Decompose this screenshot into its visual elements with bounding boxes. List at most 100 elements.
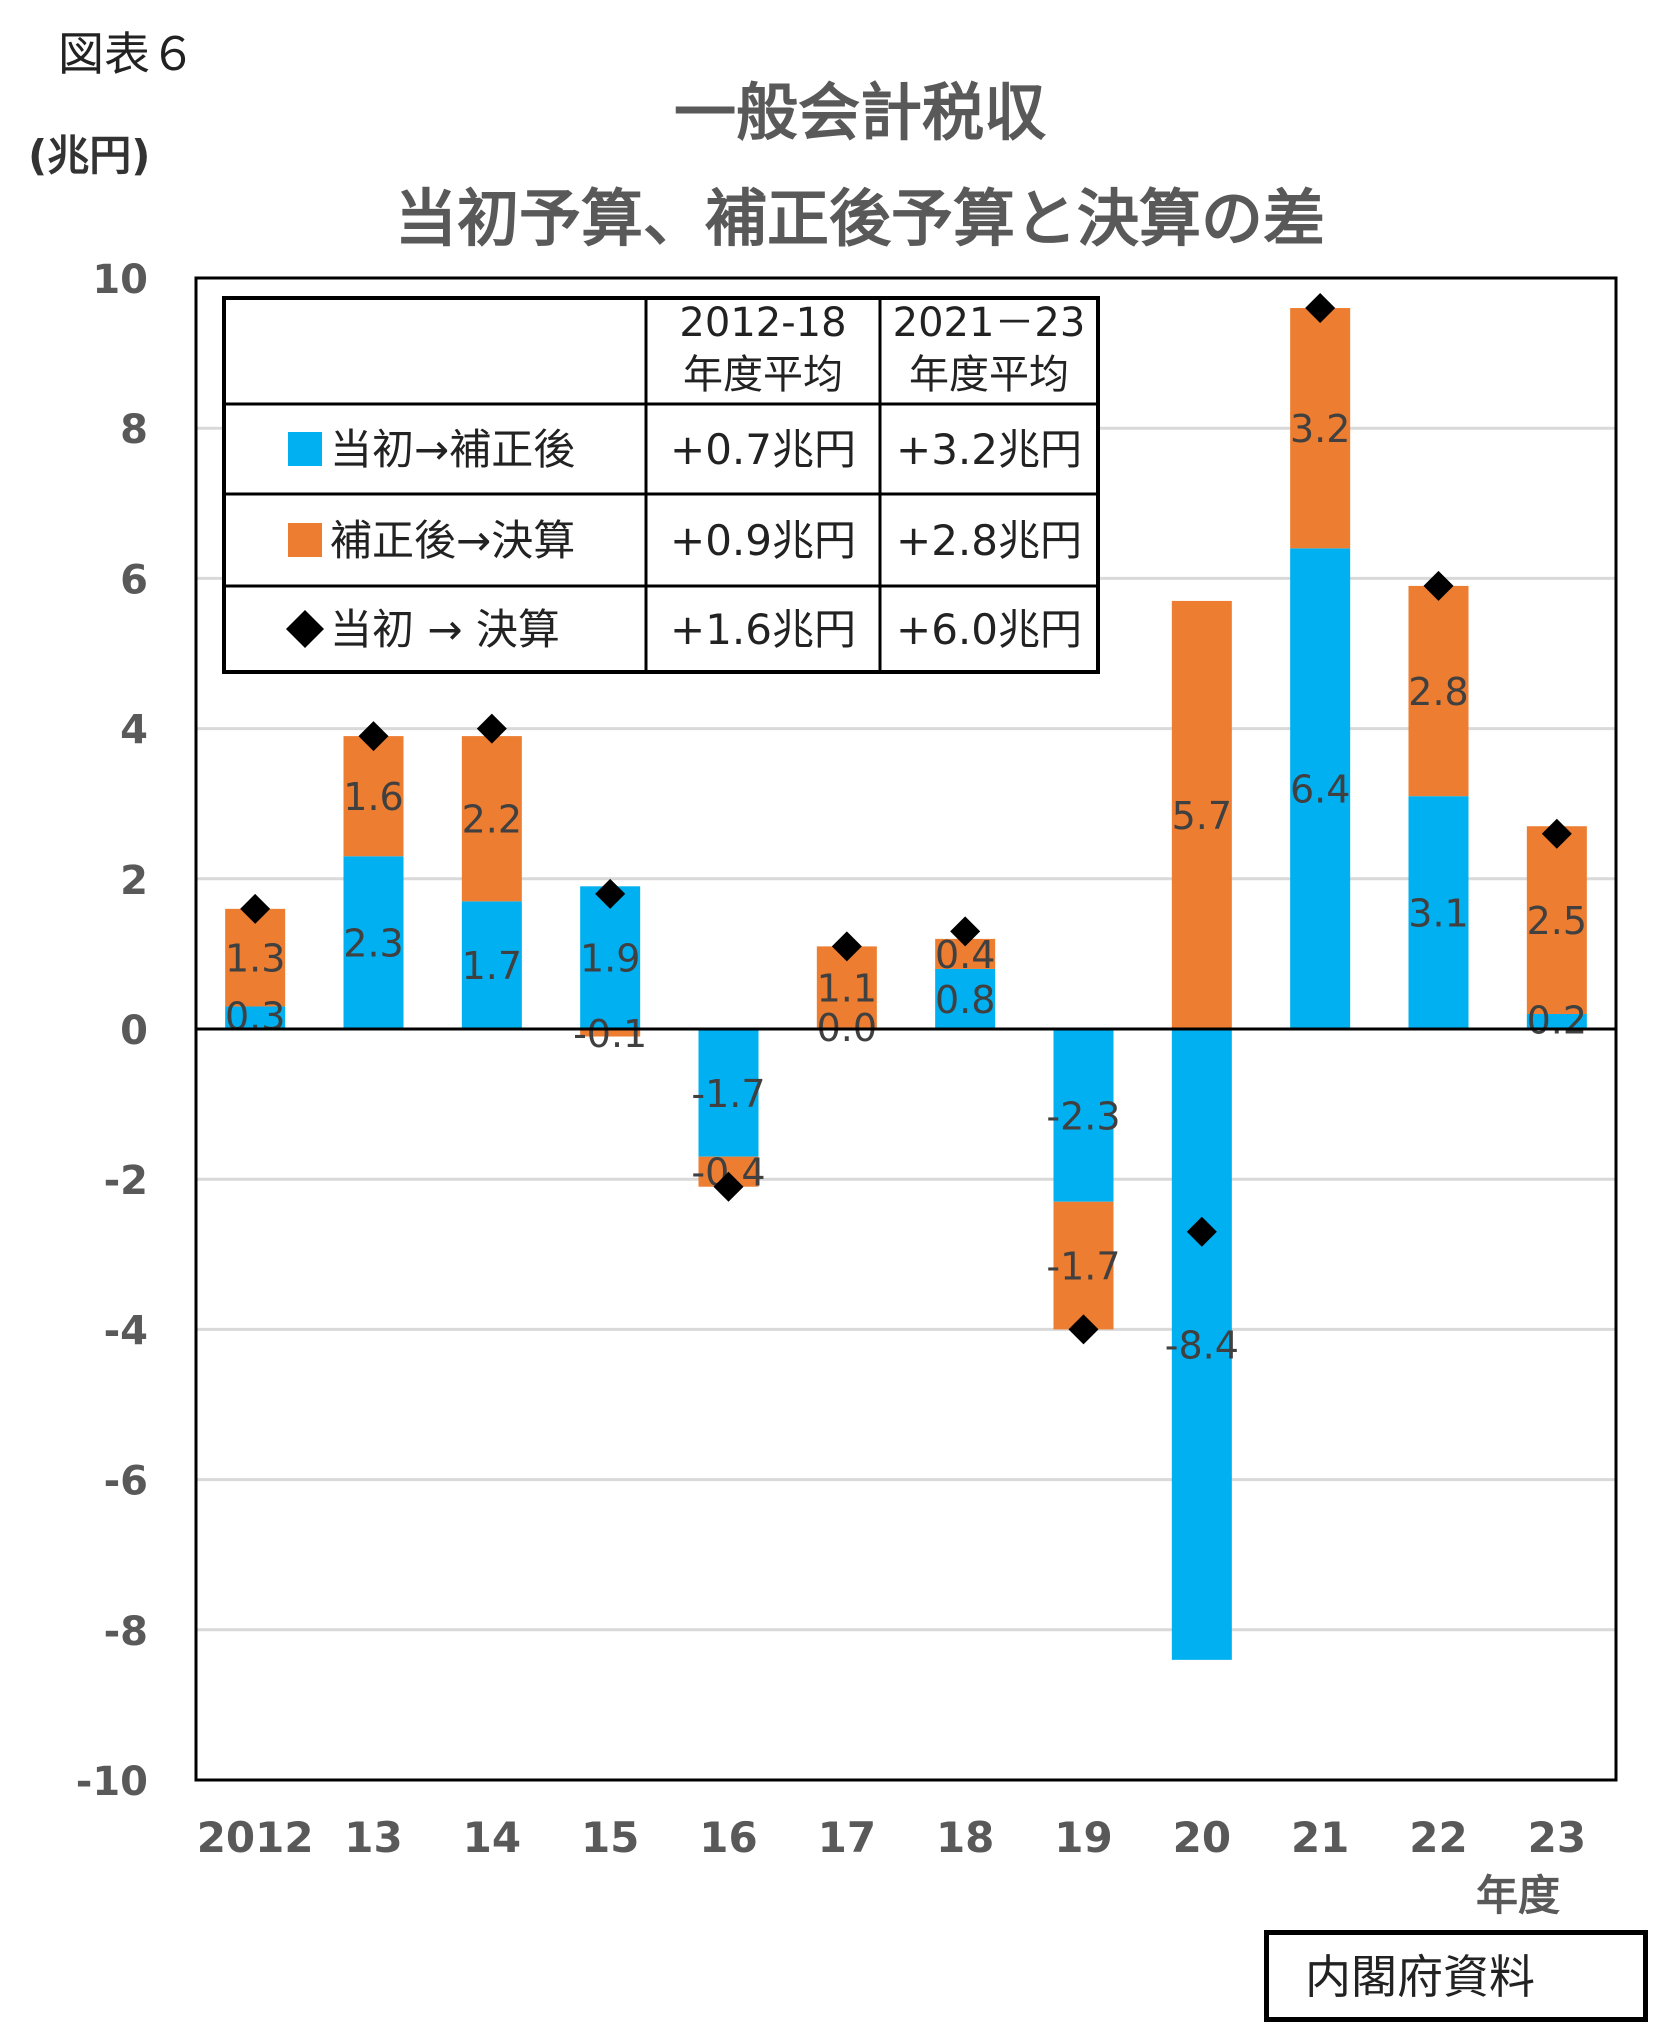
- y-tick-label: -8: [104, 1609, 148, 1655]
- bar-initial-to-revised: [461, 901, 522, 1029]
- x-tick-label: 13: [344, 1813, 402, 1862]
- legend-swatch-marker: [286, 610, 324, 648]
- legend-table: [222, 296, 1100, 674]
- data-label-initial-to-revised: 2.3: [343, 922, 403, 966]
- legend-row-value: +1.6兆円: [670, 605, 856, 654]
- marker-initial-to-settled: [1423, 570, 1454, 601]
- source-box: 内閣府資料: [1264, 1930, 1648, 2022]
- marker-initial-to-settled: [831, 931, 862, 962]
- legend-row-label: 当初 → 決算: [330, 605, 560, 654]
- data-label-initial-to-revised: -8.4: [1165, 1323, 1239, 1367]
- data-label-initial-to-revised: 0.3: [225, 995, 285, 1039]
- legend-row-label: 補正後→決算: [330, 516, 575, 565]
- bar-initial-to-revised: [1171, 1029, 1232, 1660]
- data-label-revised-to-settled: 1.6: [343, 775, 403, 819]
- x-tick-label: 17: [818, 1813, 876, 1862]
- data-label-revised-to-settled: -0.1: [573, 1012, 647, 1056]
- y-tick-label: -4: [104, 1308, 148, 1354]
- bar-revised-to-settled: [1171, 600, 1232, 1029]
- bar-revised-to-settled: [580, 1029, 641, 1037]
- data-label-initial-to-revised: 6.4: [1290, 768, 1350, 812]
- legend-header: 年度平均: [683, 352, 843, 398]
- data-label-initial-to-revised: -2.3: [1046, 1094, 1120, 1138]
- y-tick-label: 8: [120, 407, 148, 453]
- y-axis-unit: (兆円): [28, 131, 151, 180]
- marker-initial-to-settled: [1068, 1314, 1099, 1345]
- legend-row-value: +2.8兆円: [896, 516, 1082, 565]
- data-label-initial-to-revised: 3.1: [1408, 892, 1468, 936]
- chart: 1086420-2-4-6-8-100.31.320122.31.6131.72…: [76, 257, 1618, 1862]
- data-label-initial-to-revised: 1.9: [580, 937, 640, 981]
- legend-row-label: 当初→補正後: [330, 425, 575, 474]
- data-label-revised-to-settled: 2.8: [1408, 670, 1468, 714]
- data-label-revised-to-settled: 1.3: [225, 937, 285, 981]
- bar-initial-to-revised: [225, 1006, 286, 1029]
- data-label-revised-to-settled: 5.7: [1172, 794, 1232, 838]
- y-tick-label: -6: [104, 1459, 148, 1505]
- bar-revised-to-settled: [225, 908, 286, 1007]
- data-label-initial-to-revised: 0.8: [935, 978, 995, 1022]
- legend-swatch-revised-to-settled: [288, 523, 322, 557]
- legend-row-value: +3.2兆円: [896, 425, 1082, 474]
- x-tick-label: 23: [1528, 1813, 1586, 1862]
- legend-row-value: +0.9兆円: [670, 516, 856, 565]
- legend-header: 2012-18: [679, 300, 846, 346]
- x-tick-label: 2012: [197, 1813, 314, 1862]
- data-label-initial-to-revised: -1.7: [691, 1072, 765, 1116]
- bar-initial-to-revised: [343, 856, 404, 1029]
- data-label-revised-to-settled: 2.2: [462, 798, 522, 842]
- x-tick-label: 15: [581, 1813, 639, 1862]
- marker-initial-to-settled: [713, 1171, 744, 1202]
- data-label-revised-to-settled: 1.1: [817, 967, 877, 1011]
- legend-header: 2021－23: [893, 300, 1086, 346]
- marker-initial-to-settled: [1305, 293, 1336, 324]
- marker-initial-to-settled: [1186, 1216, 1217, 1247]
- data-label-initial-to-revised: 0.2: [1527, 998, 1587, 1042]
- y-tick-label: 10: [92, 257, 148, 303]
- marker-initial-to-settled: [358, 721, 389, 752]
- bar-initial-to-revised: [1053, 1029, 1114, 1202]
- data-label-initial-to-revised: 1.7: [462, 944, 522, 988]
- marker-initial-to-settled: [1541, 818, 1572, 849]
- figure-label: 図表６: [58, 27, 196, 81]
- y-tick-label: 4: [120, 708, 148, 754]
- bar-revised-to-settled: [1408, 585, 1469, 797]
- bar-initial-to-revised: [1290, 548, 1351, 1029]
- x-tick-label: 18: [936, 1813, 994, 1862]
- x-tick-label: 16: [699, 1813, 757, 1862]
- bar-initial-to-revised: [580, 886, 641, 1029]
- y-tick-label: 6: [120, 557, 148, 603]
- bar-initial-to-revised: [1408, 796, 1469, 1029]
- legend-header: 年度平均: [909, 352, 1069, 398]
- bar-initial-to-revised: [698, 1029, 759, 1157]
- marker-initial-to-settled: [240, 893, 271, 924]
- marker-initial-to-settled: [950, 916, 981, 947]
- data-label-revised-to-settled: 2.5: [1527, 899, 1587, 943]
- chart-title: 一般会計税収: [673, 76, 1046, 149]
- bar-revised-to-settled: [343, 736, 404, 857]
- legend-row-value: +0.7兆円: [670, 425, 856, 474]
- plot-frame: [194, 276, 1618, 1782]
- data-label-revised-to-settled: 3.2: [1290, 407, 1350, 451]
- marker-initial-to-settled: [595, 878, 626, 909]
- data-label-revised-to-settled: -1.7: [1046, 1245, 1120, 1289]
- bar-initial-to-revised: [935, 968, 996, 1029]
- bar-revised-to-settled: [1290, 308, 1351, 549]
- y-tick-label: 0: [120, 1008, 148, 1054]
- y-tick-label: -10: [76, 1759, 148, 1805]
- y-tick-label: -2: [104, 1158, 148, 1204]
- x-axis-label: 年度: [1476, 1871, 1561, 1920]
- y-tick-label: 2: [120, 858, 148, 904]
- chart-subtitle: 当初予算、補正後予算と決算の差: [394, 182, 1325, 255]
- legend-swatch-initial-to-revised: [288, 432, 322, 466]
- legend-row-value: +6.0兆円: [896, 605, 1082, 654]
- bar-revised-to-settled: [1053, 1201, 1114, 1330]
- bar-revised-to-settled: [461, 736, 522, 902]
- x-tick-label: 20: [1173, 1813, 1231, 1862]
- x-tick-label: 14: [463, 1813, 521, 1862]
- bar-initial-to-revised: [1526, 1013, 1587, 1029]
- bar-revised-to-settled: [1526, 826, 1587, 1014]
- x-tick-label: 19: [1054, 1813, 1112, 1862]
- marker-initial-to-settled: [476, 713, 507, 744]
- x-tick-label: 21: [1291, 1813, 1349, 1862]
